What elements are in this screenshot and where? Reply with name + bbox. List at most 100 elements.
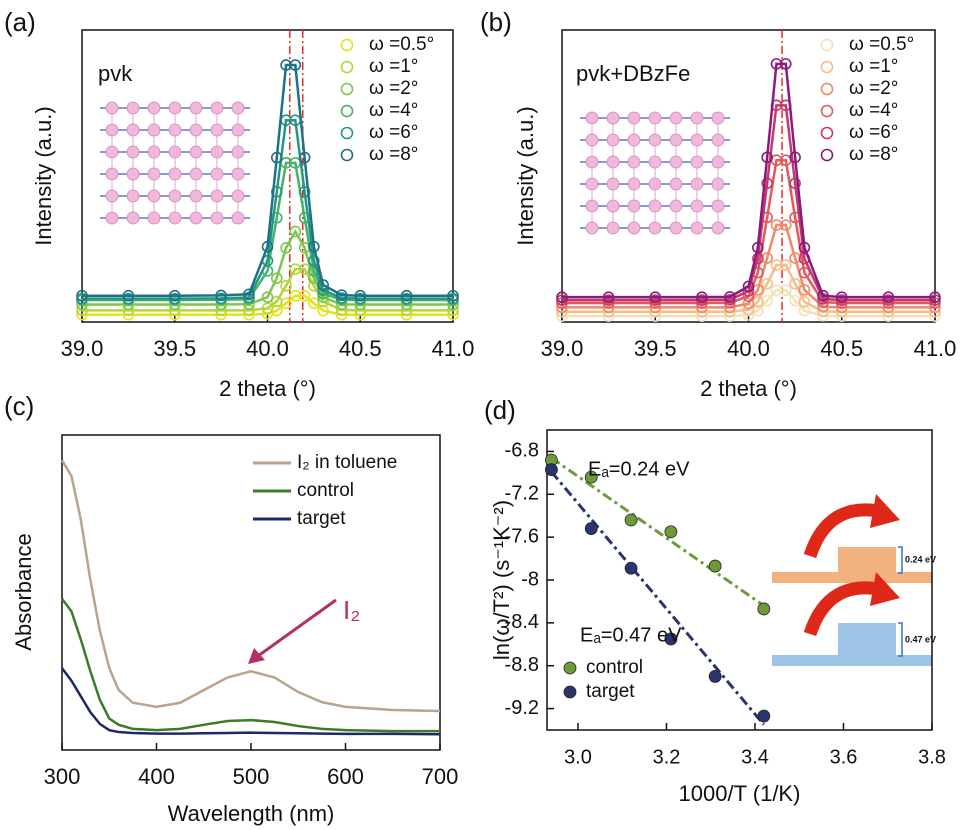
x-axis-label: Wavelength (nm) <box>168 801 335 826</box>
lattice-atom <box>231 123 245 137</box>
panel-label: (b) <box>480 7 512 37</box>
plot-frame <box>61 434 441 751</box>
lattice-atom <box>147 145 161 159</box>
data-point <box>317 279 329 291</box>
lattice-atom <box>606 177 620 191</box>
data-point <box>779 259 792 271</box>
sample-label: pvk+DBzFe <box>576 61 690 86</box>
lattice-atom <box>210 167 224 181</box>
data-point <box>649 291 662 303</box>
lattice-atom <box>585 155 599 169</box>
annotation: I₂ <box>343 595 360 625</box>
legend-marker <box>340 104 354 118</box>
legend-marker <box>563 685 577 699</box>
y-tick-label: -8.4 <box>505 611 539 633</box>
lattice-atom <box>627 199 641 213</box>
legend-marker <box>340 126 354 140</box>
data-point <box>624 513 638 527</box>
inset-label: 0.47 eV <box>905 634 936 644</box>
y-axis-label: Intensity (a.u.) <box>513 106 538 245</box>
lattice-atom <box>126 123 140 137</box>
legend-label: ω =8° <box>849 144 898 165</box>
lattice-atom <box>168 211 182 225</box>
lattice-atom <box>126 167 140 181</box>
legend-marker <box>820 60 834 74</box>
lattice-atom <box>105 167 119 181</box>
lattice-atom <box>648 133 662 147</box>
lattice-atom <box>606 221 620 235</box>
x-tick-label: 39.0 <box>541 336 584 361</box>
annotation: Eₐ=0.24 eV <box>588 458 690 480</box>
data-point <box>289 59 302 71</box>
data-point <box>584 522 598 535</box>
data-point <box>122 289 135 302</box>
series-line <box>562 288 935 318</box>
series-line <box>82 267 453 312</box>
lattice-atom <box>231 167 245 181</box>
lattice-atom <box>231 189 245 203</box>
data-point <box>817 289 829 302</box>
data-point <box>779 284 792 296</box>
legend-label: ω =2° <box>369 78 418 99</box>
lattice-atom <box>126 189 140 203</box>
lattice-atom <box>231 101 245 115</box>
annotation-arrow <box>248 598 337 664</box>
fit-line <box>550 456 765 607</box>
data-point <box>761 151 773 164</box>
series-line <box>61 598 440 733</box>
lattice-atom <box>648 111 662 125</box>
lattice-atom <box>585 177 599 191</box>
series-line <box>562 263 935 314</box>
x-tick-label: 40.0 <box>727 336 770 361</box>
lattice-atom <box>606 155 620 169</box>
lattice-atom <box>168 145 182 159</box>
series-line <box>562 62 935 299</box>
lattice-atom <box>627 221 641 235</box>
lattice-atom <box>606 111 620 125</box>
lattice-atom <box>126 101 140 115</box>
legend-label: ω =4° <box>849 100 898 121</box>
data-point <box>76 289 88 302</box>
x-tick-label: 40.0 <box>246 336 289 361</box>
y-tick-label: -8.8 <box>505 654 539 676</box>
lattice-atom <box>690 155 704 169</box>
x-tick-label: 3.4 <box>741 746 769 768</box>
lattice-atom <box>189 167 203 181</box>
lattice-atom <box>585 111 599 125</box>
legend-label: control <box>586 657 643 678</box>
data-point <box>789 277 801 290</box>
legend-marker <box>340 82 354 96</box>
panel-label: (a) <box>4 7 36 37</box>
legend-marker <box>340 38 354 52</box>
data-point <box>664 525 678 539</box>
data-point <box>708 670 722 683</box>
data-point <box>602 291 615 303</box>
lattice-atom <box>585 133 599 147</box>
lattice-atom <box>648 221 662 235</box>
data-point <box>798 241 811 254</box>
data-point <box>298 289 311 302</box>
data-point <box>289 225 302 238</box>
lattice-atom <box>669 177 683 191</box>
legend-label: control <box>297 480 354 501</box>
series-line <box>82 228 453 306</box>
y-axis-label: Intensity (a.u.) <box>31 106 56 245</box>
data-point <box>335 289 348 301</box>
x-tick-label: 40.5 <box>339 336 382 361</box>
series-line <box>60 459 441 713</box>
lattice-atom <box>105 145 119 159</box>
lattice-atom <box>669 133 683 147</box>
data-point <box>298 211 311 224</box>
lattice-atom <box>189 123 203 137</box>
data-point <box>298 185 311 198</box>
lattice-atom <box>648 177 662 191</box>
barrier-inset <box>772 494 932 666</box>
data-point <box>798 296 811 308</box>
lattice-atom <box>648 199 662 213</box>
x-tick-label: 500 <box>233 764 270 789</box>
data-point <box>798 266 811 279</box>
y-tick-label: -6.8 <box>505 440 539 462</box>
series-line <box>82 294 453 316</box>
lattice-atom <box>168 167 182 181</box>
